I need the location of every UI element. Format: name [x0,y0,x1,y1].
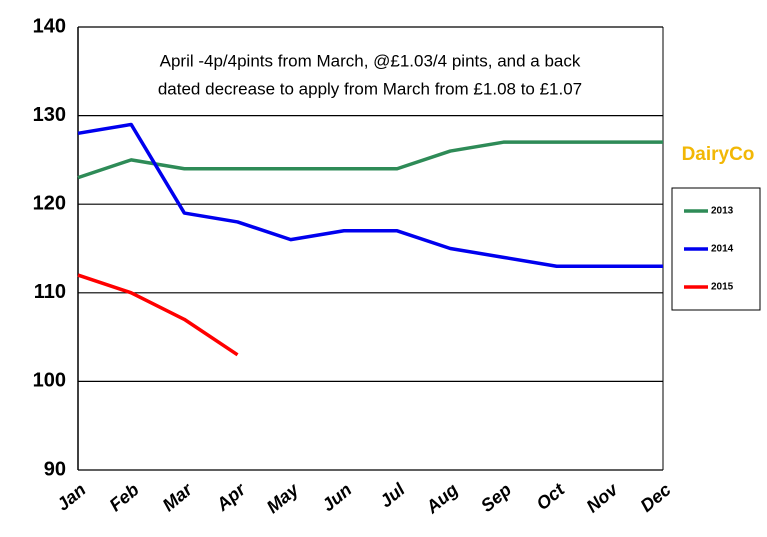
series-line [77,273,239,357]
legend-label: 2015 [711,282,734,293]
x-tick-label: Jul [376,479,410,512]
legend-label: 2013 [711,206,734,217]
annotation: April -4p/4pints from March, @£1.03/4 pi… [160,51,581,70]
y-tick-label: 130 [33,104,66,126]
x-tick-label: Jun [318,479,355,515]
series-line [77,122,663,268]
x-tick-label: Nov [583,479,623,517]
x-tick-label: Dec [636,479,674,516]
x-tick-label: Mar [159,479,197,516]
x-tick-label: Oct [532,479,569,514]
legend-label: 2014 [711,244,734,255]
x-tick-label: Aug [421,479,461,517]
x-tick-label: Jan [53,479,90,514]
x-tick-label: May [263,479,303,517]
x-tick-label: Apr [212,479,250,516]
y-tick-label: 120 [33,192,66,214]
logo: DairyCo [682,144,755,165]
annotation: dated decrease to apply from March from … [158,79,582,98]
y-tick-label: 90 [44,458,66,480]
series-line [77,140,663,180]
y-tick-label: 140 [33,15,66,37]
x-tick-label: Feb [105,479,142,515]
y-tick-label: 100 [33,370,66,392]
y-tick-label: 110 [34,281,66,303]
x-tick-label: Sep [477,479,515,516]
